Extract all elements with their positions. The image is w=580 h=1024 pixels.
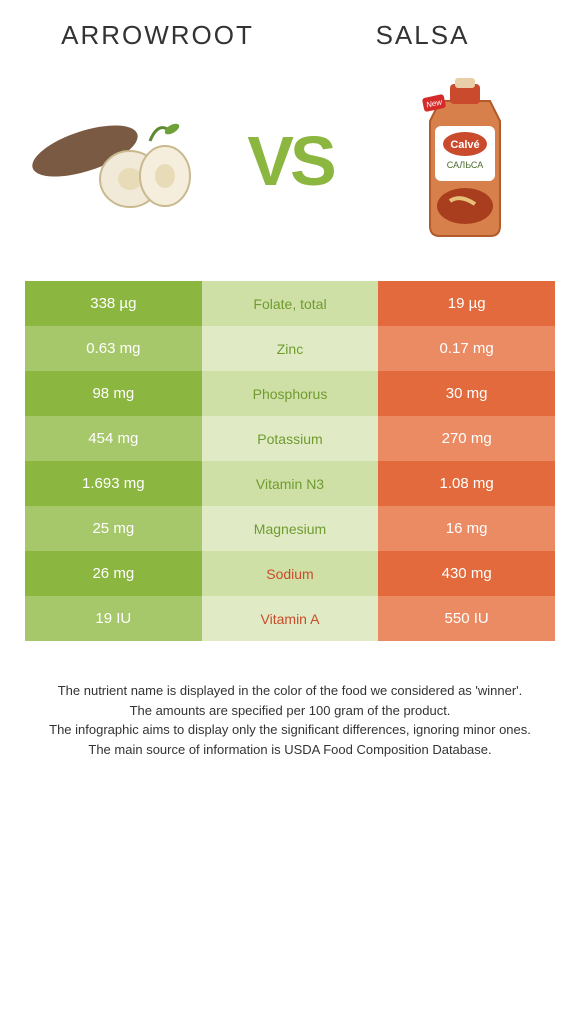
nutrient-name: Folate, total xyxy=(202,281,379,326)
images-row: VS Calvé САЛЬСА New xyxy=(25,71,555,251)
arrowroot-icon xyxy=(30,101,200,221)
svg-text:САЛЬСА: САЛЬСА xyxy=(447,160,483,170)
table-body: 338 µgFolate, total19 µg0.63 mgZinc0.17 … xyxy=(25,281,555,641)
nutrient-name: Vitamin N3 xyxy=(202,461,379,506)
header: Arrowroot Salsa xyxy=(25,20,555,51)
table-row: 98 mgPhosphorus30 mg xyxy=(25,371,555,416)
svg-text:Calvé: Calvé xyxy=(450,139,479,151)
table-row: 19 IUVitamin A550 IU xyxy=(25,596,555,641)
left-value: 26 mg xyxy=(25,551,202,596)
left-value: 19 IU xyxy=(25,596,202,641)
right-value: 19 µg xyxy=(378,281,555,326)
salsa-icon: Calvé САЛЬСА New xyxy=(405,76,525,246)
footnote-line: The amounts are specified per 100 gram o… xyxy=(25,701,555,721)
arrowroot-image xyxy=(25,81,205,241)
footnotes: The nutrient name is displayed in the co… xyxy=(25,681,555,759)
left-title: Arrowroot xyxy=(25,20,290,51)
table-row: 25 mgMagnesium16 mg xyxy=(25,506,555,551)
nutrient-name: Sodium xyxy=(202,551,379,596)
left-value: 98 mg xyxy=(25,371,202,416)
table-row: 1.693 mgVitamin N31.08 mg xyxy=(25,461,555,506)
table-row: 26 mgSodium430 mg xyxy=(25,551,555,596)
left-value: 338 µg xyxy=(25,281,202,326)
nutrient-name: Phosphorus xyxy=(202,371,379,416)
left-value: 0.63 mg xyxy=(25,326,202,371)
nutrient-table: 338 µgFolate, total19 µg0.63 mgZinc0.17 … xyxy=(25,281,555,641)
nutrient-name: Vitamin A xyxy=(202,596,379,641)
table-row: 454 mgPotassium270 mg xyxy=(25,416,555,461)
right-value: 430 mg xyxy=(378,551,555,596)
right-value: 16 mg xyxy=(378,506,555,551)
right-value: 550 IU xyxy=(378,596,555,641)
table-row: 0.63 mgZinc0.17 mg xyxy=(25,326,555,371)
table-row: 338 µgFolate, total19 µg xyxy=(25,281,555,326)
left-value: 25 mg xyxy=(25,506,202,551)
right-title: Salsa xyxy=(290,20,555,51)
nutrient-name: Potassium xyxy=(202,416,379,461)
vs-label: VS xyxy=(247,121,332,201)
left-value: 454 mg xyxy=(25,416,202,461)
left-value: 1.693 mg xyxy=(25,461,202,506)
footnote-line: The infographic aims to display only the… xyxy=(25,720,555,740)
footnote-line: The nutrient name is displayed in the co… xyxy=(25,681,555,701)
nutrient-name: Magnesium xyxy=(202,506,379,551)
footnote-line: The main source of information is USDA F… xyxy=(25,740,555,760)
right-value: 1.08 mg xyxy=(378,461,555,506)
right-value: 270 mg xyxy=(378,416,555,461)
nutrient-name: Zinc xyxy=(202,326,379,371)
right-value: 0.17 mg xyxy=(378,326,555,371)
salsa-image: Calvé САЛЬСА New xyxy=(375,81,555,241)
right-value: 30 mg xyxy=(378,371,555,416)
